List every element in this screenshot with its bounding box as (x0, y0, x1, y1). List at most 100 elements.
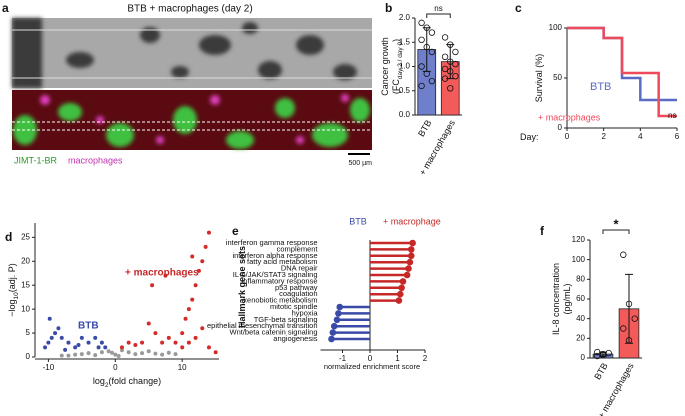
volcano-point (56, 326, 61, 331)
volcano-point (190, 254, 195, 259)
y-tick-label: 1.0 (399, 62, 411, 71)
category-label: interferon gamma response (226, 238, 318, 247)
significance-label: ns (668, 111, 676, 120)
volcano-point (180, 331, 185, 336)
volcano-point (153, 351, 158, 356)
volcano-point (183, 316, 188, 321)
category-label: interferon alpha response (232, 251, 317, 260)
group-label: BTB (349, 216, 367, 226)
lollipop-head (407, 246, 415, 253)
volcano-point (133, 352, 138, 357)
group-label: + macrophage (383, 216, 441, 226)
volcano-point (99, 340, 104, 345)
axis-label-part: (pg/mL) (562, 283, 572, 314)
volcano-point (146, 349, 151, 354)
data-point (631, 315, 638, 322)
survival-line (567, 26, 677, 118)
y-tick-label: 5 (26, 328, 31, 337)
category-label: TGF-beta signaling (254, 315, 318, 324)
y-tick-label: 1.5 (399, 37, 411, 46)
volcano-point (196, 268, 201, 273)
series-label: + macrophages (538, 112, 601, 122)
legend-label: JIMT-1-BR (14, 155, 58, 165)
series-label: BTB (590, 81, 611, 93)
panel-label: c (515, 1, 522, 15)
data-point (447, 85, 454, 92)
axis-label-part: (FC (391, 79, 401, 94)
category-label: hypoxia (292, 308, 319, 317)
volcano-point (96, 345, 101, 350)
volcano-point (173, 340, 178, 345)
data-point (418, 19, 425, 27)
y-tick-label: 80 (576, 274, 585, 283)
volcano-point (73, 352, 78, 357)
volcano-point (180, 345, 185, 350)
lollipop-head (406, 258, 414, 266)
category-label: DNA repair (281, 264, 318, 273)
axis-label: −log10(adj. P) (7, 263, 20, 317)
axis-label: Day: (520, 132, 539, 142)
data-point (447, 58, 454, 65)
volcano-point (206, 345, 211, 350)
data-point (423, 70, 430, 77)
volcano-point (59, 353, 64, 358)
y-tick-label: 0 (26, 352, 31, 361)
category-label: IL-6/JAK/STAT3 signaling (233, 270, 318, 279)
volcano-point (86, 351, 91, 356)
x-tick-label: 6 (675, 132, 680, 141)
x-tick-label: 10 (178, 363, 187, 372)
x-tick-label: 0 (565, 132, 570, 141)
category-label: angiogenesis (273, 334, 317, 343)
axis-label-part: (adj. P) (7, 263, 17, 292)
axis-label-part: (fold change) (109, 376, 162, 386)
volcano-point (200, 326, 205, 331)
lollipop-head (329, 329, 337, 336)
data-point (452, 72, 459, 80)
category-label: coagulation (279, 289, 317, 298)
volcano-point (66, 353, 71, 358)
volcano-point (200, 259, 205, 264)
lollipop-head (407, 252, 415, 260)
axis-label-part: −log (7, 299, 17, 316)
volcano-point (203, 244, 208, 249)
x-tick-label: BTB (592, 361, 609, 381)
volcano-point (133, 343, 138, 348)
volcano-point (113, 352, 118, 357)
data-point (625, 337, 633, 344)
category-label: Wnt/beta catenin signaling (230, 328, 318, 337)
volcano-point (63, 347, 68, 352)
volcano-point (73, 345, 78, 350)
x-tick-label: 0 (113, 363, 118, 372)
y-tick-label: 100 (549, 23, 563, 32)
axis-label: normalized enrichment score (324, 362, 420, 371)
category-label: epithelial mesenchymal transition (207, 321, 317, 330)
y-tick-label: 20 (21, 256, 30, 265)
significance-label: * (613, 216, 619, 231)
y-tick-label: 100 (572, 255, 586, 264)
volcano-point (49, 335, 54, 340)
x-tick-label: 0 (368, 354, 373, 363)
axis-label-part: 2 (105, 382, 109, 389)
volcano-point (109, 350, 114, 355)
x-tick-label: 1 (395, 354, 400, 363)
lollipop-head (335, 310, 342, 317)
axis-label: (FCday 2 / day 0) (391, 39, 404, 94)
axis-label-part: log (93, 376, 105, 386)
legend-label: macrophages (68, 155, 123, 165)
volcano-point (66, 340, 71, 345)
lollipop-head (330, 322, 338, 330)
data-point (428, 48, 436, 56)
volcano-point (93, 335, 98, 340)
axis-label-part: ) (391, 39, 401, 42)
data-point (447, 41, 454, 48)
volcano-point (153, 331, 158, 336)
significance-label: ns (434, 4, 442, 13)
annotation: + macrophages (125, 268, 199, 279)
category-label: p53 pathway (275, 283, 318, 292)
volcano-point (140, 340, 145, 345)
data-point (441, 75, 449, 82)
data-point (418, 63, 425, 70)
volcano-point (173, 352, 178, 357)
y-tick-label: 50 (553, 73, 562, 82)
